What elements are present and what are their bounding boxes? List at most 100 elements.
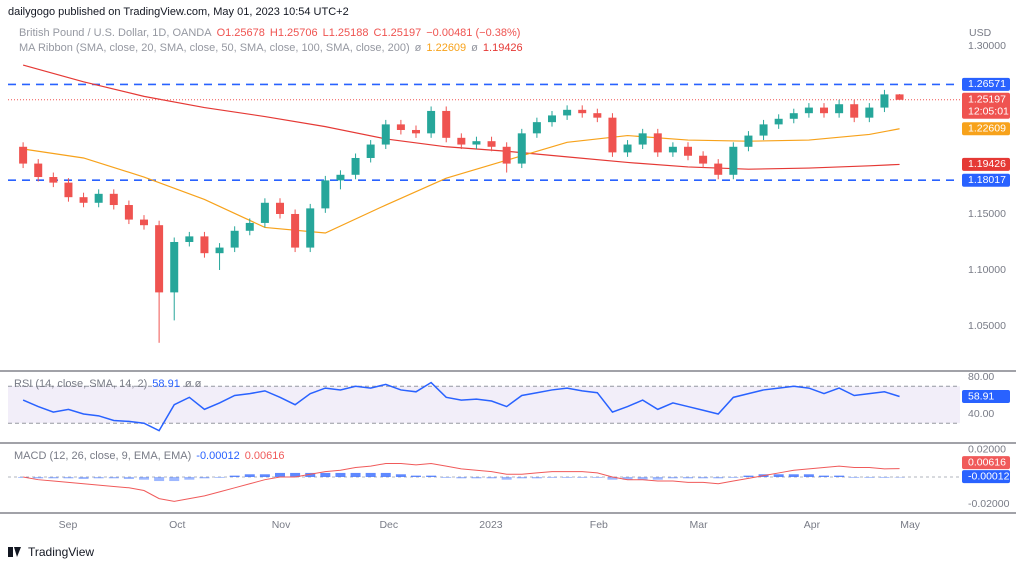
- y-tick-label: 1.10000: [968, 264, 1006, 276]
- level-label-bg: [962, 77, 1010, 91]
- candle-body: [291, 213, 300, 248]
- level-label: 1.26571: [968, 78, 1006, 90]
- histogram-bar: [637, 476, 648, 480]
- macd-line: [23, 462, 900, 502]
- candle-body: [729, 146, 738, 175]
- histogram-bar: [819, 475, 829, 477]
- histogram-bar: [456, 476, 467, 479]
- rsi-line: [22, 381, 900, 432]
- histogram-bar: [93, 476, 104, 479]
- histogram-bar: [305, 472, 316, 477]
- histogram-bar: [395, 474, 406, 477]
- histogram-bar: [834, 475, 845, 477]
- candle-body: [336, 174, 345, 181]
- candle-body: [608, 117, 617, 153]
- histogram-bar: [320, 472, 331, 477]
- histogram-bar: [335, 472, 346, 477]
- x-tick-label: Nov: [272, 519, 291, 531]
- legend-row: MA Ribbon (SMA, close, 20, SMA, close, 5…: [19, 42, 523, 54]
- histogram-bar: [33, 476, 44, 479]
- candle-body: [124, 205, 133, 220]
- ma-label: 1.22609: [968, 123, 1006, 135]
- histogram-bar: [531, 476, 542, 479]
- candle-body: [396, 124, 405, 130]
- legend-row: British Pound / U.S. Dollar, 1D, OANDA O1…: [19, 27, 520, 39]
- histogram-bar: [622, 476, 633, 480]
- histogram-bar: [259, 474, 270, 477]
- macd-legend: MACD (12, 26, close, 9, EMA, EMA) -0.0001…: [14, 450, 284, 462]
- ma-label-bg: [962, 157, 1010, 171]
- histogram-bar: [547, 476, 557, 478]
- x-tick-label: Oct: [169, 519, 185, 531]
- x-tick-label: Apr: [804, 519, 821, 531]
- histogram-bar: [577, 476, 588, 478]
- histogram-bar: [894, 476, 905, 478]
- histogram-bar: [773, 474, 784, 477]
- rsi-legend: RSI (14, close, SMA, 14, 2) 58.91 ø ø: [14, 378, 202, 390]
- level-label-bg: [962, 173, 1010, 187]
- legend-item: H1.25706: [270, 27, 318, 39]
- rsi-label-bg: [962, 389, 1010, 403]
- ma-label: 1.19426: [968, 158, 1006, 170]
- hist-label: -0.00012: [968, 470, 1010, 482]
- x-tick-label: 2023: [479, 519, 503, 531]
- candle-body: [94, 193, 103, 203]
- y-tick-label: 1.30000: [968, 40, 1006, 52]
- candle-body: [276, 202, 284, 214]
- publisher: dailygogo published on TradingView.com, …: [8, 6, 349, 18]
- x-tick-label: Feb: [590, 519, 608, 531]
- candle-body: [140, 219, 148, 226]
- histogram-bar: [864, 476, 875, 478]
- candle-body: [714, 163, 723, 175]
- histogram-bar: [516, 476, 527, 479]
- legend-item: -0.00012: [196, 450, 239, 462]
- candle-body: [880, 94, 889, 108]
- candle-body: [19, 146, 28, 164]
- legend-item: ø: [415, 42, 422, 54]
- candle-body: [532, 122, 541, 134]
- x-tick-label: Sep: [59, 519, 78, 531]
- histogram-bar: [169, 476, 180, 482]
- histogram-bar: [78, 476, 89, 480]
- legend-item: O1.25678: [217, 27, 265, 39]
- candle-body: [759, 124, 768, 136]
- y-tick-label: 40.00: [968, 408, 994, 420]
- rsi-label: 58.91: [968, 390, 994, 402]
- legend: British Pound / U.S. Dollar, 1D, OANDA O1…: [19, 27, 523, 54]
- candle-body: [170, 241, 179, 293]
- histogram-bar: [471, 476, 482, 479]
- legend-item: 1.19426: [483, 42, 523, 54]
- histogram-bar: [652, 476, 663, 480]
- y-tick-label: 1.05000: [968, 320, 1006, 332]
- candle-body: [64, 182, 73, 198]
- legend-item: MACD (12, 26, close, 9, EMA, EMA): [14, 450, 191, 462]
- histogram-bar: [139, 476, 149, 480]
- legend-item: British Pound / U.S. Dollar, 1D, OANDA: [19, 27, 212, 39]
- x-tick-label: Mar: [690, 519, 709, 531]
- candle-body: [895, 94, 904, 100]
- histogram-bar: [184, 476, 195, 480]
- level-label: 1.18017: [968, 174, 1006, 186]
- histogram-bar: [229, 475, 240, 477]
- histogram-bar: [350, 472, 361, 477]
- histogram-bar: [380, 472, 391, 477]
- legend-item: C1.25197: [374, 27, 422, 39]
- candle-body: [215, 247, 224, 254]
- candle-body: [366, 144, 375, 158]
- candle-body: [457, 137, 466, 145]
- candle-body: [306, 208, 315, 248]
- candle-body: [684, 146, 692, 156]
- candle-body: [230, 230, 239, 248]
- legend-item: 1.22609: [426, 42, 466, 54]
- candle-body: [744, 135, 753, 147]
- candle-body: [155, 225, 164, 293]
- price-label: 1.25197: [968, 94, 1006, 106]
- histogram-bar: [743, 475, 754, 477]
- candle-body: [820, 107, 828, 114]
- legend-item: ø: [471, 42, 478, 54]
- histogram-bar: [592, 476, 603, 478]
- candle-body: [623, 144, 632, 153]
- histogram-bar: [275, 472, 285, 477]
- candle-body: [79, 197, 88, 203]
- macd-label-bg: [962, 456, 1010, 470]
